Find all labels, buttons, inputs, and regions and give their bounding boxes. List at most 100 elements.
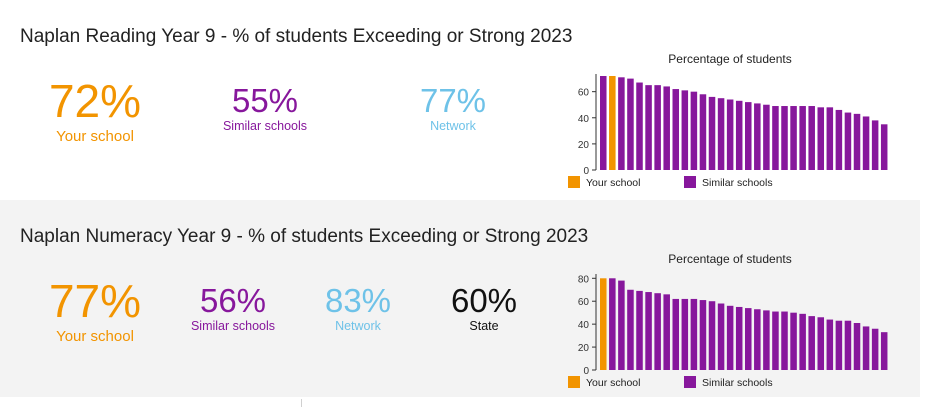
bar-similar-school [627,78,634,170]
bar-similar-school [681,298,689,370]
bar-similar-school [690,91,698,170]
bar-similar-school [654,85,661,170]
bar-similar-school [699,94,707,170]
bar-similar-school [871,120,879,170]
bar-similar-school [853,113,861,170]
y-tick-label: 40 [578,114,590,125]
legend-label: Similar schools [702,177,773,189]
bar-similar-school [636,82,643,170]
legend-swatch [568,376,580,388]
legend-swatch [568,176,580,188]
bar-similar-school [708,96,716,170]
bar-similar-school [627,289,634,370]
bar-similar-school [826,319,834,370]
stat-value: 55% [231,82,299,119]
stat-label: Network [430,119,476,133]
legend-label: Similar schools [702,377,773,389]
y-tick-label: 80 [578,274,590,285]
panel-title: Naplan Reading Year 9 - % of students Ex… [20,25,573,47]
bar-similar-school [781,106,788,170]
your-school-stat: 72% Your school [20,78,170,145]
bar-similar-school [790,106,797,170]
bar-similar-school [726,305,734,370]
bar-your-school [600,278,607,370]
state-stat: 60% State [409,284,559,333]
y-tick-label: 60 [578,297,590,308]
network-stat: 77% Network [378,84,528,133]
similar-schools-stat: 56% Similar schools [158,284,308,333]
numeracy-chart-svg: Percentage of students 0 20 40 60 80 Your scho… [568,252,888,389]
network-stat: 83% Network [283,284,433,333]
divider [301,399,302,407]
reading-bar-chart: Percentage of students 0 20 40 60 Your school… [560,48,900,196]
bar-similar-school [853,323,861,370]
bar-similar-school [726,99,734,170]
legend-label: Your school [586,177,640,189]
bar-similar-school [672,89,680,170]
bar-similar-school [654,293,661,370]
reading-chart-svg: Percentage of students 0 20 40 60 Your school… [568,52,888,189]
chart-title: Percentage of students [668,252,791,266]
bar-similar-school [835,109,843,170]
bar-similar-school [880,332,888,370]
stat-value: 77% [48,275,142,327]
bar-similar-school [772,311,779,370]
bar-similar-school [790,312,797,370]
y-tick-label: 0 [583,166,589,177]
bar-similar-school [645,85,652,170]
stat-value: 56% [199,282,267,319]
bar-similar-school [763,104,770,170]
chart-title: Percentage of students [668,52,791,66]
bar-similar-school [645,292,652,370]
stat-value: 83% [324,282,392,319]
bar-similar-school [763,310,770,370]
bar-similar-school [862,326,870,370]
stat-label: Your school [56,328,134,345]
bar-similar-school [817,317,825,370]
bar-similar-school [745,102,752,170]
bar-similar-school [663,294,670,370]
bar-similar-school [799,106,806,170]
bar-similar-school [618,280,625,370]
stat-label: Network [335,319,381,333]
bar-similar-school [781,311,788,370]
reading-panel: Naplan Reading Year 9 - % of students Ex… [0,0,920,197]
y-tick-label: 60 [578,88,590,99]
bar-similar-school [772,106,779,170]
y-tick-label: 20 [578,140,590,151]
numeracy-panel: Naplan Numeracy Year 9 - % of students E… [0,200,920,397]
stat-value: 72% [48,75,142,127]
stat-label: Your school [56,128,134,145]
bar-similar-school [708,301,716,370]
bar-similar-school [754,103,761,170]
bar-similar-school [808,316,815,370]
y-tick-label: 40 [578,320,590,331]
bar-similar-school [681,90,689,170]
bar-similar-school [880,124,888,170]
legend-swatch [684,376,696,388]
bar-similar-school [735,306,743,370]
bar-similar-school [717,98,725,170]
stat-value: 77% [419,82,487,119]
y-tick-label: 0 [583,366,589,377]
panel-title: Naplan Numeracy Year 9 - % of students E… [20,225,589,247]
bar-similar-school [817,107,825,170]
bar-similar-school [745,308,752,370]
bar-similar-school [754,309,761,370]
legend-label: Your school [586,377,640,389]
bar-similar-school [844,112,852,170]
bar-similar-school [699,300,707,370]
bar-similar-school [735,100,743,170]
bar-similar-school [690,298,698,370]
bar-similar-school [826,107,834,170]
stat-value: 60% [450,282,518,319]
numeracy-bar-chart: Percentage of students 0 20 40 60 80 Your scho… [560,248,900,396]
y-tick-label: 20 [578,343,590,354]
bar-similar-school [808,106,815,170]
bar-similar-school [871,328,879,370]
bar-your-school [609,76,616,170]
bar-similar-school [844,320,852,370]
your-school-stat: 77% Your school [20,278,170,345]
bar-similar-school [799,313,806,370]
bar-similar-school [672,298,680,370]
